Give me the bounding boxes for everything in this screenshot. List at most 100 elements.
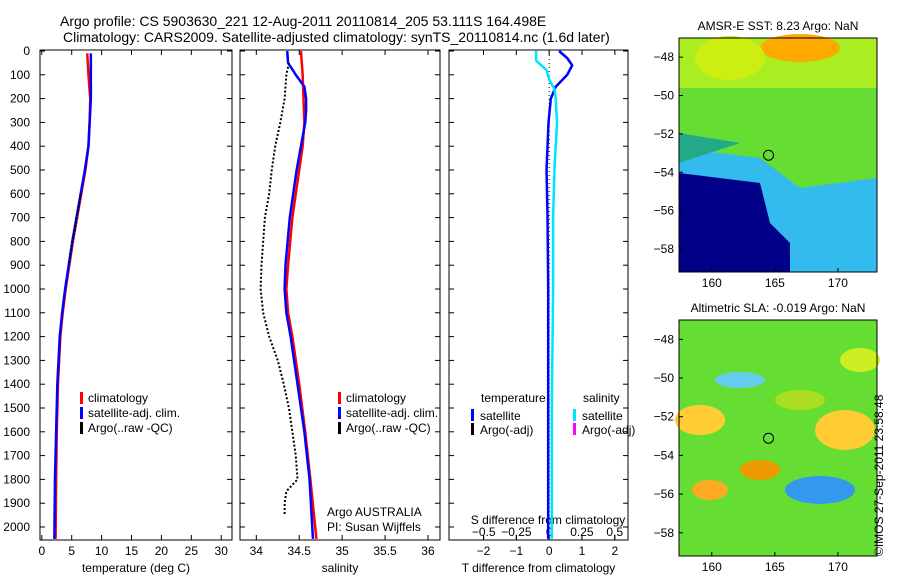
x-tick-label: 160 [702,560,722,574]
legend-swatch [573,423,576,435]
series-line-satellite-adj--clim- [283,50,315,539]
y-tick-label: 1200 [3,330,30,344]
map-title: AMSR-E SST: 8.23 Argo: NaN [698,19,859,33]
y-tick-label: 100 [10,68,30,82]
x-tick-label: 0 [38,544,45,558]
y-tick-label: 1100 [4,306,30,320]
y-tick-label: 500 [10,163,30,177]
copyright-label: ©IMOS 27-Sep-2011 23:58:48 [872,394,886,556]
annotation-line-2: PI: Susan Wijffels [327,520,421,534]
legend-label: Argo(-adj) [480,423,533,437]
x-tick-label: 165 [765,560,785,574]
y-tick-label: 300 [10,115,30,129]
x-axis-label: salinity [322,561,359,575]
legend-title: salinity [583,391,620,405]
map-region [815,410,875,450]
legend-label: satellite [480,409,521,423]
map-region [785,476,855,504]
y-tick-label: 1400 [3,377,30,391]
legend-swatch [471,423,474,435]
x-tick-label: 34.5 [288,544,312,558]
y-tick-label: −50 [654,371,675,385]
y-tick-label: −50 [654,89,675,103]
legend-label: satellite-adj. clim. [346,406,438,420]
legend-label: climatology [88,391,148,405]
x-tick-label: −2 [477,544,491,558]
y-tick-label: 2000 [3,520,30,534]
y-tick-label: −52 [654,410,675,424]
y-tick-label: 400 [10,139,30,153]
series-line-climatology [285,50,318,540]
y-tick-label: 1500 [3,401,30,415]
y-tick-label: 1300 [3,353,30,367]
map-region [775,390,825,410]
x-tick-label: 30 [215,544,229,558]
y-tick-label: −58 [654,526,675,540]
series-line-climatology [54,53,92,539]
series-line-argo---raw--qc- [259,62,299,516]
legend-swatch [573,409,576,421]
map-region [679,133,740,163]
map-title: Altimetric SLA: -0.019 Argo: NaN [691,301,866,315]
argo-position-marker [763,432,775,444]
legend-label: Argo(..raw -QC) [346,421,431,435]
axes-frame-difference [448,49,629,541]
x-tick-label: 5 [68,544,75,558]
y-tick-label: −48 [654,332,675,346]
y-tick-label: −58 [654,242,675,256]
map-region [840,348,880,372]
x-tick-label: 170 [828,276,848,290]
y-tick-label: 200 [10,92,30,106]
s-tick-label: −0.5 [472,525,496,539]
title-line-1: Argo profile: CS 5903630_221 12-Aug-2011… [60,13,547,29]
legend-swatch [80,422,83,434]
y-tick-label: −48 [654,50,675,64]
map-region [760,34,840,62]
map-region [740,460,780,480]
x-tick-label: 1 [579,544,586,558]
y-tick-label: 1900 [3,496,30,510]
x-tick-label: 36 [421,544,435,558]
x-tick-label: 170 [828,560,848,574]
legend-label: climatology [346,391,406,405]
legend-label: satellite [582,409,623,423]
series-line-satellite-adj--clim- [53,53,93,539]
y-tick-label: −54 [654,448,675,462]
y-tick-label: 800 [10,234,30,248]
legend-label: Argo(..raw -QC) [88,421,173,435]
axes-frame-salinity [239,49,441,541]
map-region [695,36,765,80]
x-tick-label: 34 [250,544,264,558]
x-tick-label: 2 [612,544,619,558]
legend-swatch [80,407,83,419]
x-axis-label: temperature (deg C) [82,561,190,575]
series-line-t-satellite [545,50,574,539]
x-tick-label: 35.5 [373,544,397,558]
x-tick-label: 165 [765,276,785,290]
legend-swatch [338,392,341,404]
y-tick-label: −54 [654,165,675,179]
y-tick-label: 1600 [3,425,30,439]
y-tick-label: −56 [654,204,675,218]
map-frame [678,319,878,557]
x-axis-label: T difference from climatology [462,561,616,575]
annotation-line-1: Argo AUSTRALIA [327,505,422,519]
y-tick-label: 1700 [3,449,30,463]
x-tick-label: 10 [95,544,109,558]
y-tick-label: 700 [10,211,30,225]
y-tick-label: 600 [10,187,30,201]
s-tick-label: −0.25 [501,525,532,539]
x-tick-label: 160 [702,276,722,290]
map-region [679,173,790,272]
legend-label: satellite-adj. clim. [88,406,180,420]
y-tick-label: 900 [10,258,30,272]
map-frame [678,37,878,273]
legend-swatch [471,409,474,421]
legend-swatch [338,407,341,419]
y-tick-label: 0 [23,44,30,58]
x-tick-label: 15 [125,544,139,558]
axes-frame-temperature [39,49,233,541]
legend-swatch [80,392,83,404]
